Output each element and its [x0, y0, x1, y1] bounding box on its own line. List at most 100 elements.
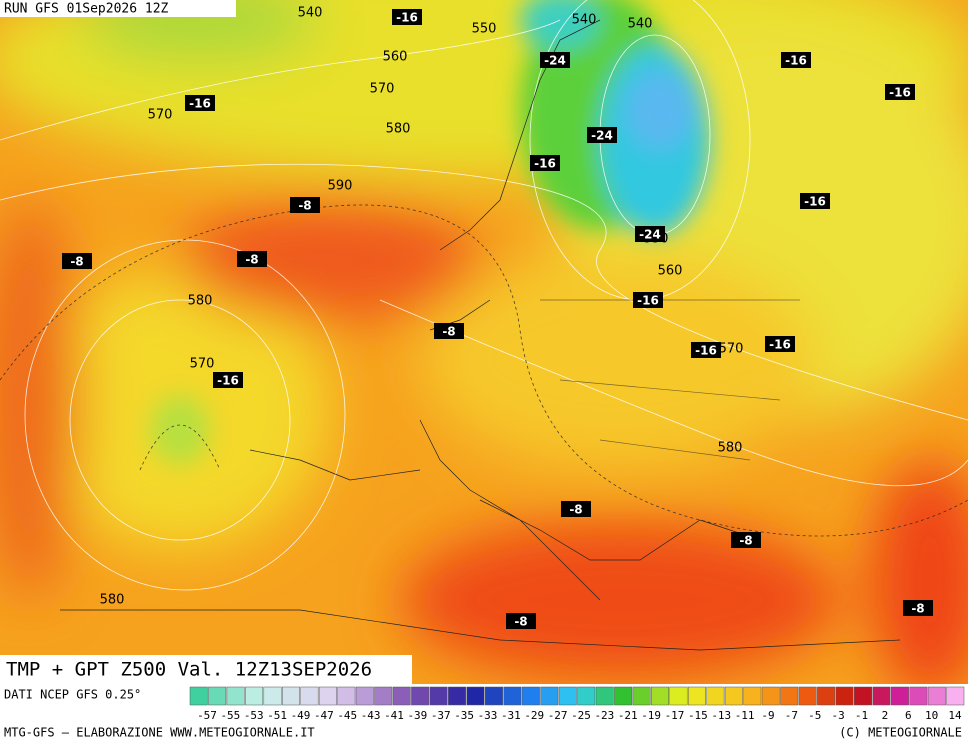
scale-swatch	[374, 686, 393, 706]
scale-swatch	[872, 686, 891, 706]
run-label: RUN GFS 01Sep2026 12Z	[4, 2, 169, 17]
scale-swatch	[448, 686, 467, 706]
scale-swatch	[355, 686, 374, 706]
temperature-label-box	[392, 9, 422, 25]
scale-swatch	[226, 686, 245, 706]
scale-label: -19	[641, 709, 661, 722]
temperature-label: -8	[911, 602, 924, 616]
scale-swatch	[798, 686, 817, 706]
temperature-label-box	[185, 95, 215, 111]
scale-swatch	[263, 686, 282, 706]
scale-swatch	[780, 686, 799, 706]
scale-swatch	[503, 686, 522, 706]
temperature-label: -16	[217, 374, 239, 388]
scale-label: -49	[291, 709, 311, 722]
scale-label: -47	[314, 709, 334, 722]
scale-swatch	[337, 686, 356, 706]
scale-label: -39	[407, 709, 427, 722]
temperature-label: -16	[785, 54, 807, 68]
temperature-label: -16	[396, 11, 418, 25]
height-label: 540	[572, 13, 597, 28]
temperature-label: -16	[695, 344, 717, 358]
temperature-label-box	[731, 532, 761, 548]
scale-swatch	[614, 686, 633, 706]
scale-swatch	[890, 686, 909, 706]
height-label: 580	[100, 593, 125, 608]
height-label: 570	[148, 108, 173, 123]
scale-swatch	[687, 686, 706, 706]
temperature-label: -8	[298, 199, 311, 213]
color-scale: -57 -55 -53 -51 -49 -47 -45 -43 -41 -39 -37 -35 -33-…	[189, 686, 965, 722]
scale-swatch	[724, 686, 743, 706]
scale-label: -7	[785, 709, 798, 722]
scale-swatch	[946, 686, 965, 706]
scale-label: -29	[524, 709, 544, 722]
height-label: 570	[190, 357, 215, 372]
temperature-label-box	[561, 501, 591, 517]
height-label: 560	[658, 264, 683, 279]
scale-label: -53	[244, 709, 264, 722]
scale-label: -5	[808, 709, 821, 722]
temperature-label: -8	[245, 253, 258, 267]
source-label: DATI NCEP GFS 0.25°	[4, 688, 141, 702]
scale-swatch	[540, 686, 559, 706]
title-box	[0, 655, 412, 684]
temperature-label: -16	[769, 338, 791, 352]
scale-swatch	[392, 686, 411, 706]
temperature-label-box	[633, 292, 663, 308]
scale-label: 10	[925, 709, 938, 722]
temperature-label: -16	[804, 195, 826, 209]
height-label: 540	[628, 17, 653, 32]
temperature-label-box	[765, 336, 795, 352]
scale-swatch	[909, 686, 928, 706]
scale-swatch	[300, 686, 319, 706]
temperature-label-box	[290, 197, 320, 213]
scale-swatch	[595, 686, 614, 706]
scale-label: -51	[267, 709, 287, 722]
temperature-label-box	[540, 52, 570, 68]
temperature-label: -8	[569, 503, 582, 517]
scale-label: -13	[711, 709, 731, 722]
height-label: 580	[188, 294, 213, 309]
scale-swatch	[761, 686, 780, 706]
scale-swatch	[743, 686, 762, 706]
scale-swatch	[817, 686, 836, 706]
temperature-label-box	[62, 253, 92, 269]
scale-label: -23	[594, 709, 614, 722]
scale-swatch	[521, 686, 540, 706]
scale-label: 2	[882, 709, 889, 722]
scale-label: 6	[905, 709, 912, 722]
scale-label: -21	[618, 709, 638, 722]
scale-swatch	[632, 686, 651, 706]
credit-label: MTG-GFS – ELABORAZIONE WWW.METEOGIORNALE…	[4, 726, 315, 740]
height-label: 580	[386, 122, 411, 137]
height-label: 590	[328, 179, 353, 194]
copyright-label: (C) METEOGIORNALE	[839, 726, 962, 740]
temperature-label: -16	[889, 86, 911, 100]
map-field	[0, 0, 968, 684]
scale-label: -11	[735, 709, 755, 722]
run-box	[0, 0, 236, 17]
scale-swatch	[854, 686, 872, 706]
scale-swatch	[282, 686, 300, 706]
height-label: 570	[719, 342, 744, 357]
scale-swatch	[429, 686, 448, 706]
scale-swatch	[558, 686, 577, 706]
scale-swatch	[835, 686, 854, 706]
scale-swatch	[651, 686, 670, 706]
scale-label: -37	[431, 709, 451, 722]
temperature-label-box	[800, 193, 830, 209]
temperature-label-box	[781, 52, 811, 68]
scale-swatch	[927, 686, 946, 706]
temperature-label-box	[237, 251, 267, 267]
height-label: 550	[472, 22, 497, 37]
map-title: TMP + GPT Z500 Val. 12Z13SEP2026	[6, 659, 372, 681]
scale-swatch	[484, 686, 503, 706]
scale-label: -25	[571, 709, 591, 722]
scale-label: -35	[454, 709, 474, 722]
temperature-label-box	[506, 613, 536, 629]
temperature-label-box	[635, 226, 665, 242]
temperature-label-box	[587, 127, 617, 143]
height-label: 580	[718, 441, 743, 456]
